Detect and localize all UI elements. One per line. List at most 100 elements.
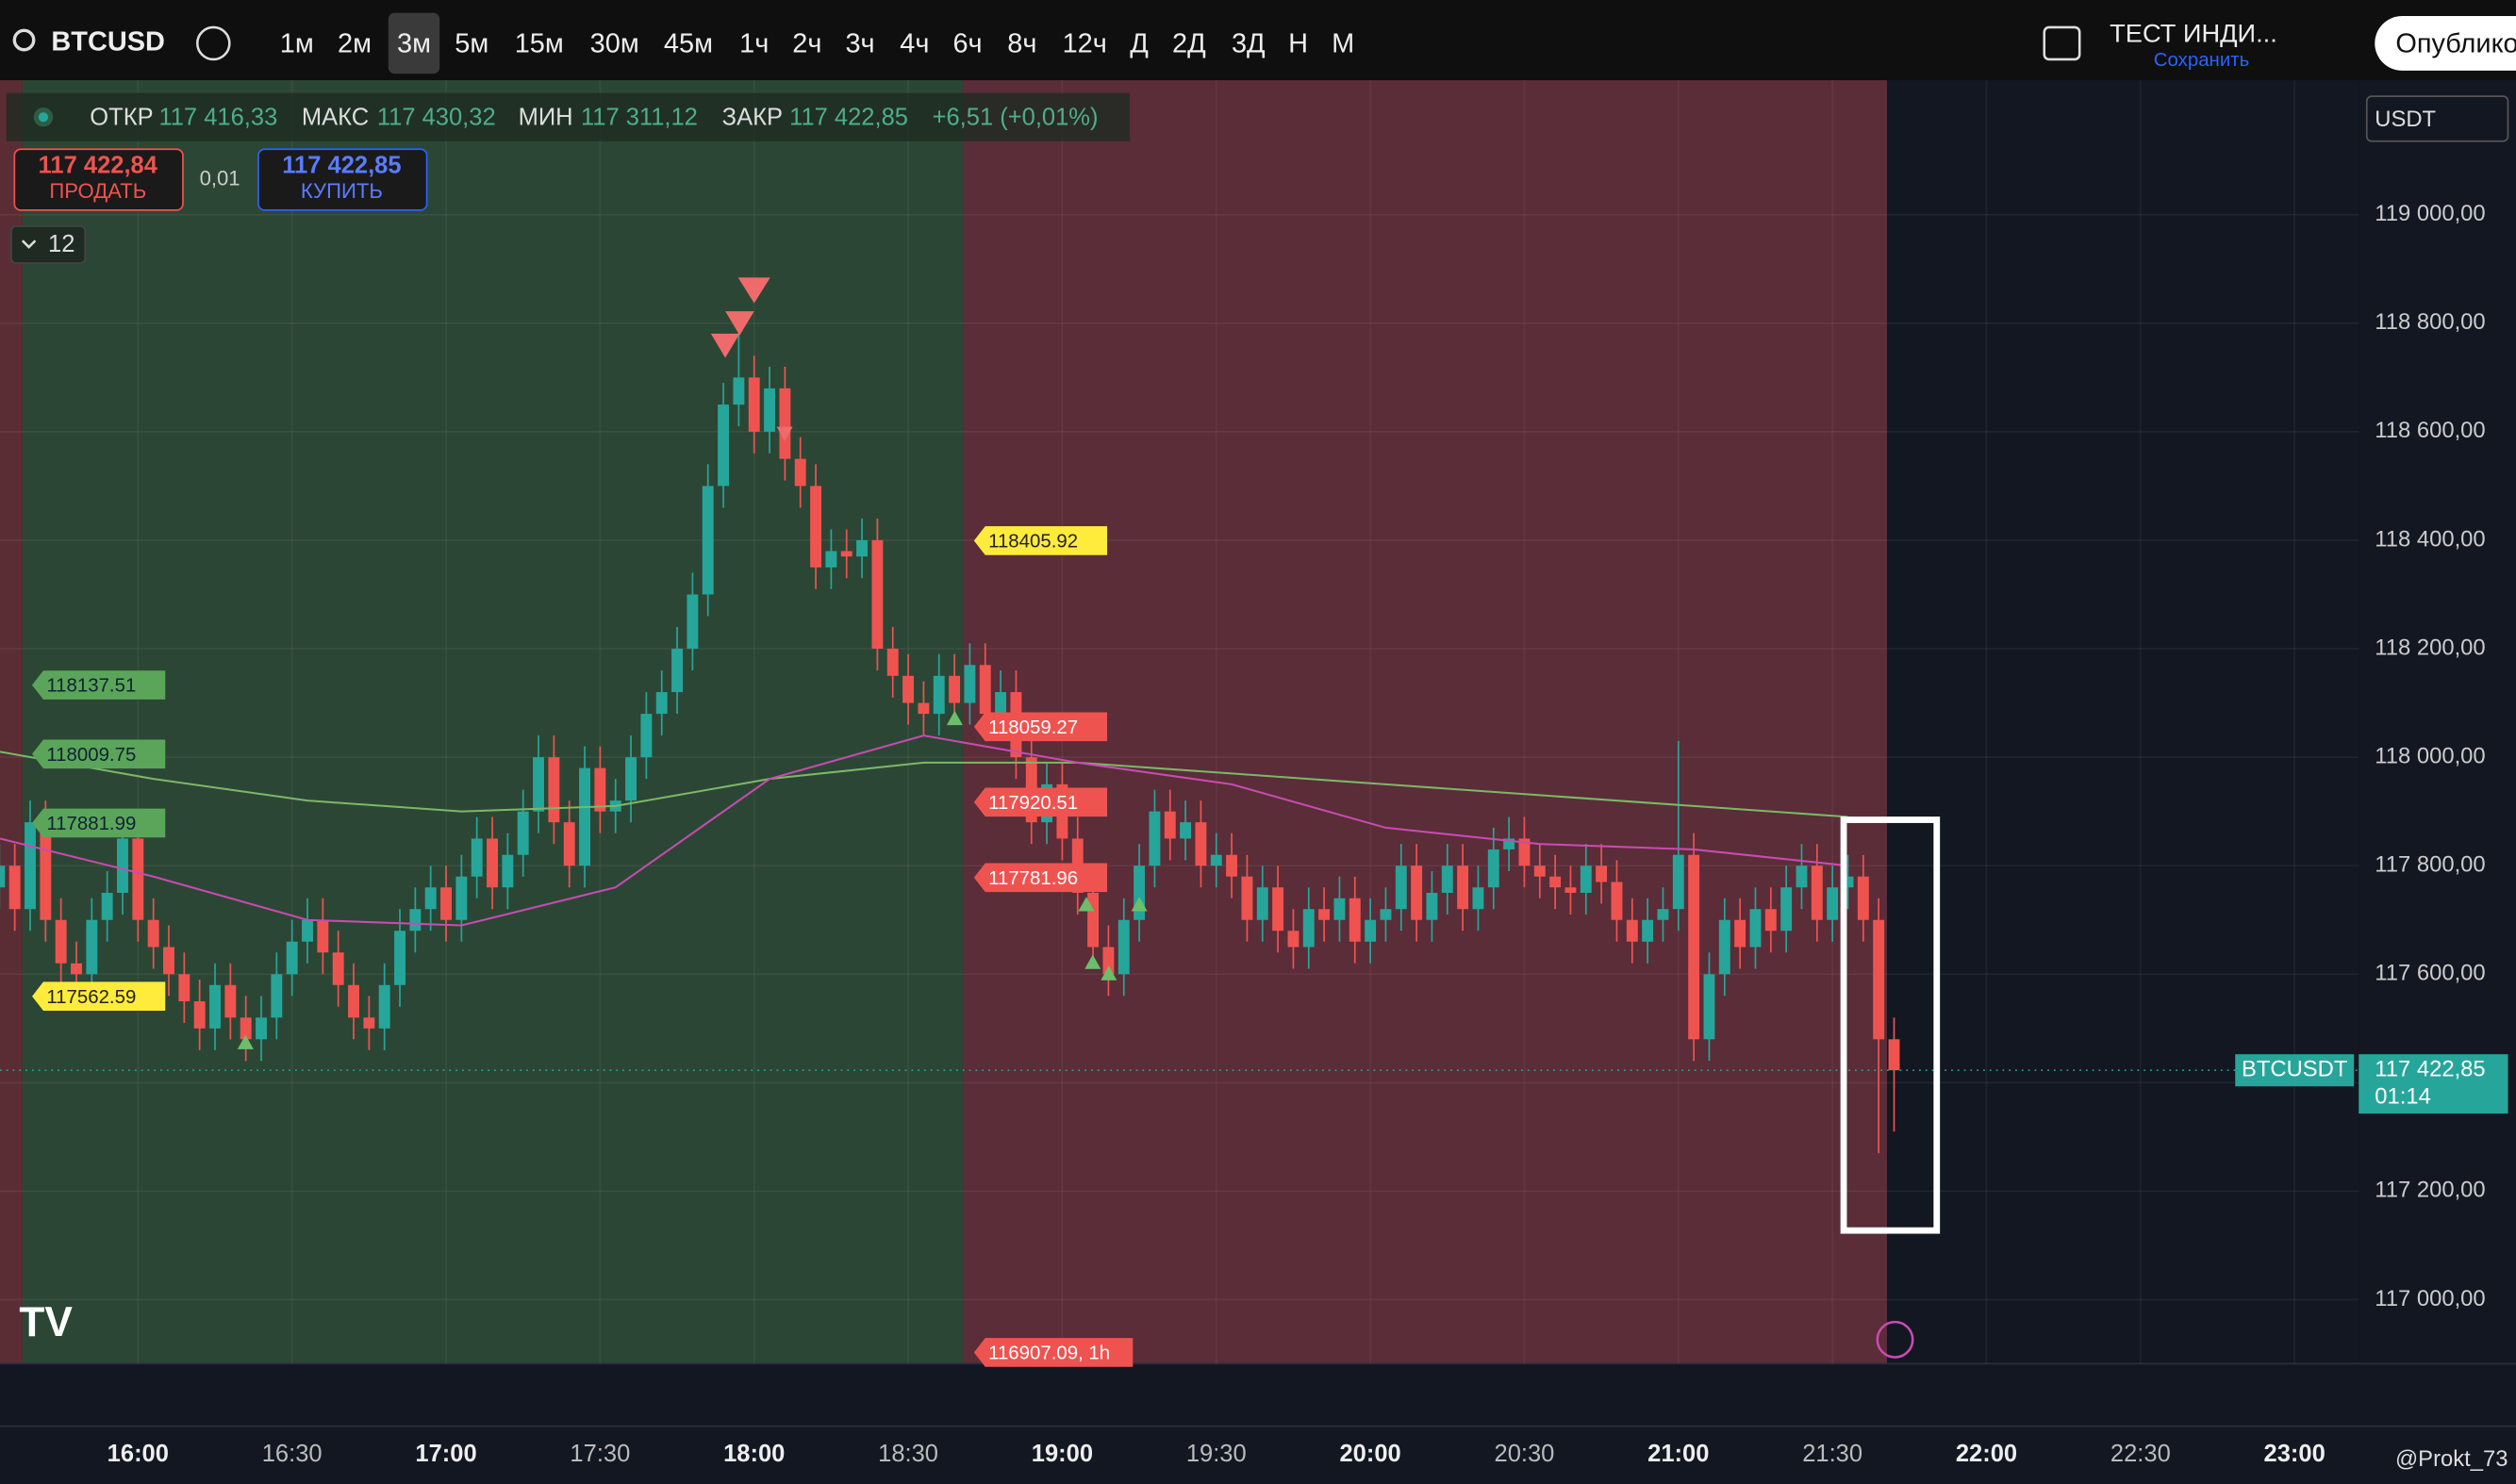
publish-label[interactable]: Опубликовать	[2395, 28, 2516, 58]
interval-button[interactable]: 3м	[397, 28, 431, 58]
interval-button[interactable]: 30м	[590, 28, 639, 58]
currency[interactable]: USDT	[2375, 107, 2436, 132]
buy-label[interactable]: КУПИТЬ	[301, 179, 383, 203]
publish-button[interactable]	[2375, 16, 2516, 71]
candle-body	[1195, 822, 1207, 866]
intervals: 1м 2м 3м 5м 15м 30м 45м 1ч 2ч 3ч 4ч 6ч 8ч 12ч Д 2Д 3Д Н М	[280, 28, 1354, 58]
interval-button[interactable]: Д	[1130, 28, 1149, 58]
symbol-tag-label: BTCUSDT	[2242, 1056, 2347, 1081]
candle-body	[502, 854, 514, 888]
legend-low-label: МИН	[519, 105, 573, 131]
status-dot	[38, 112, 49, 123]
candle-body	[147, 919, 159, 948]
zone-red	[0, 80, 23, 1364]
x-tick-label: 22:30	[2110, 1441, 2171, 1467]
x-tick-label: 19:30	[1186, 1441, 1247, 1467]
candle-body	[1549, 876, 1562, 888]
candle-body	[1718, 919, 1730, 975]
interval-button[interactable]: 4ч	[900, 28, 929, 58]
spread: 0,01	[200, 166, 240, 190]
candle-body	[332, 952, 344, 985]
indicator-label: 118059.27	[988, 717, 1078, 738]
interval-button[interactable]: 8ч	[1007, 28, 1036, 58]
interval-button[interactable]: 3ч	[845, 28, 874, 58]
interval-button[interactable]: 2ч	[792, 28, 821, 58]
candle-body	[256, 1017, 267, 1040]
candle-body	[856, 539, 869, 557]
candle-body	[1117, 919, 1130, 975]
candle-body	[995, 692, 1007, 715]
candle-body	[1210, 854, 1222, 866]
candle-body	[1487, 849, 1499, 888]
indicator-label: 118009.75	[46, 745, 136, 766]
search-icon[interactable]	[12, 28, 36, 52]
interval-button[interactable]: 2Д	[1172, 28, 1206, 58]
indicators-toggle[interactable]	[10, 225, 87, 264]
currency-select[interactable]	[2365, 95, 2509, 142]
buy-button[interactable]	[257, 148, 428, 211]
interval-button[interactable]: 12ч	[1063, 28, 1107, 58]
interval-button[interactable]: 15м	[515, 28, 564, 58]
x-tick-label: 20:00	[1339, 1441, 1400, 1467]
indicator-count[interactable]: 12	[48, 231, 74, 257]
candle-body	[40, 822, 52, 920]
legend-high-label: МАКС	[302, 105, 369, 131]
candle-body	[1411, 866, 1423, 920]
interval-button[interactable]: 1ч	[739, 28, 769, 58]
layout-icon[interactable]	[2043, 25, 2081, 61]
candle-body	[548, 757, 560, 823]
layout-name[interactable]: ТЕСТ ИНДИ...	[2110, 19, 2277, 48]
interval-button[interactable]: 6ч	[952, 28, 982, 58]
interval-button[interactable]: 2м	[338, 28, 372, 58]
candle-body	[1580, 866, 1592, 893]
save-button[interactable]: Сохранить	[2154, 50, 2249, 71]
candle-body	[71, 963, 82, 975]
candle-body	[1626, 919, 1638, 942]
candle-body	[1749, 909, 1762, 948]
interval-button[interactable]: М	[1332, 28, 1354, 58]
candle-body	[794, 458, 806, 486]
indicator-label: 118405.92	[988, 532, 1078, 552]
candle-body	[594, 767, 606, 812]
candle-body	[1256, 887, 1268, 920]
indicator-label: 117781.96	[988, 868, 1078, 889]
indicator-label: 117920.51	[988, 793, 1078, 814]
legend-bg	[6, 92, 1130, 141]
candle-body	[1380, 909, 1392, 920]
candle-body	[1642, 919, 1654, 942]
candle-body	[840, 551, 852, 557]
symbol[interactable]: BTCUSD	[51, 27, 164, 58]
candle-body	[240, 1017, 252, 1040]
label-box	[32, 808, 166, 838]
candle-body	[8, 866, 21, 910]
interval-selected	[388, 12, 440, 74]
sell-label[interactable]: ПРОДАТЬ	[49, 179, 146, 203]
watermark: @Prokt_73	[2395, 1446, 2508, 1472]
candle-body	[317, 919, 329, 953]
candle-body	[163, 947, 174, 975]
price-axis	[2359, 80, 2516, 1364]
x-tick-label: 17:30	[570, 1441, 630, 1467]
add-symbol[interactable]	[196, 25, 231, 61]
candle-body	[1102, 947, 1115, 975]
sell-price[interactable]: 117 422,84	[39, 153, 158, 179]
sell-button[interactable]	[13, 148, 184, 211]
alert-icon[interactable]	[1876, 1320, 1914, 1359]
candle-body	[1857, 876, 1869, 920]
candle-body	[455, 876, 468, 920]
x-tick-label: 21:00	[1647, 1441, 1709, 1467]
interval-button[interactable]: 3Д	[1232, 28, 1266, 58]
interval-button[interactable]: 45м	[664, 28, 713, 58]
candle-body	[1333, 898, 1346, 920]
interval-button[interactable]: 5м	[455, 28, 488, 58]
candle-body	[409, 909, 422, 932]
buy-price[interactable]: 117 422,85	[282, 153, 401, 179]
interval-button[interactable]: Н	[1288, 28, 1308, 58]
candle-body	[625, 757, 637, 801]
candle-body	[1703, 974, 1715, 1040]
candle-body	[117, 838, 128, 893]
interval-button[interactable]: 1м	[280, 28, 314, 58]
sell-signal	[710, 277, 793, 441]
